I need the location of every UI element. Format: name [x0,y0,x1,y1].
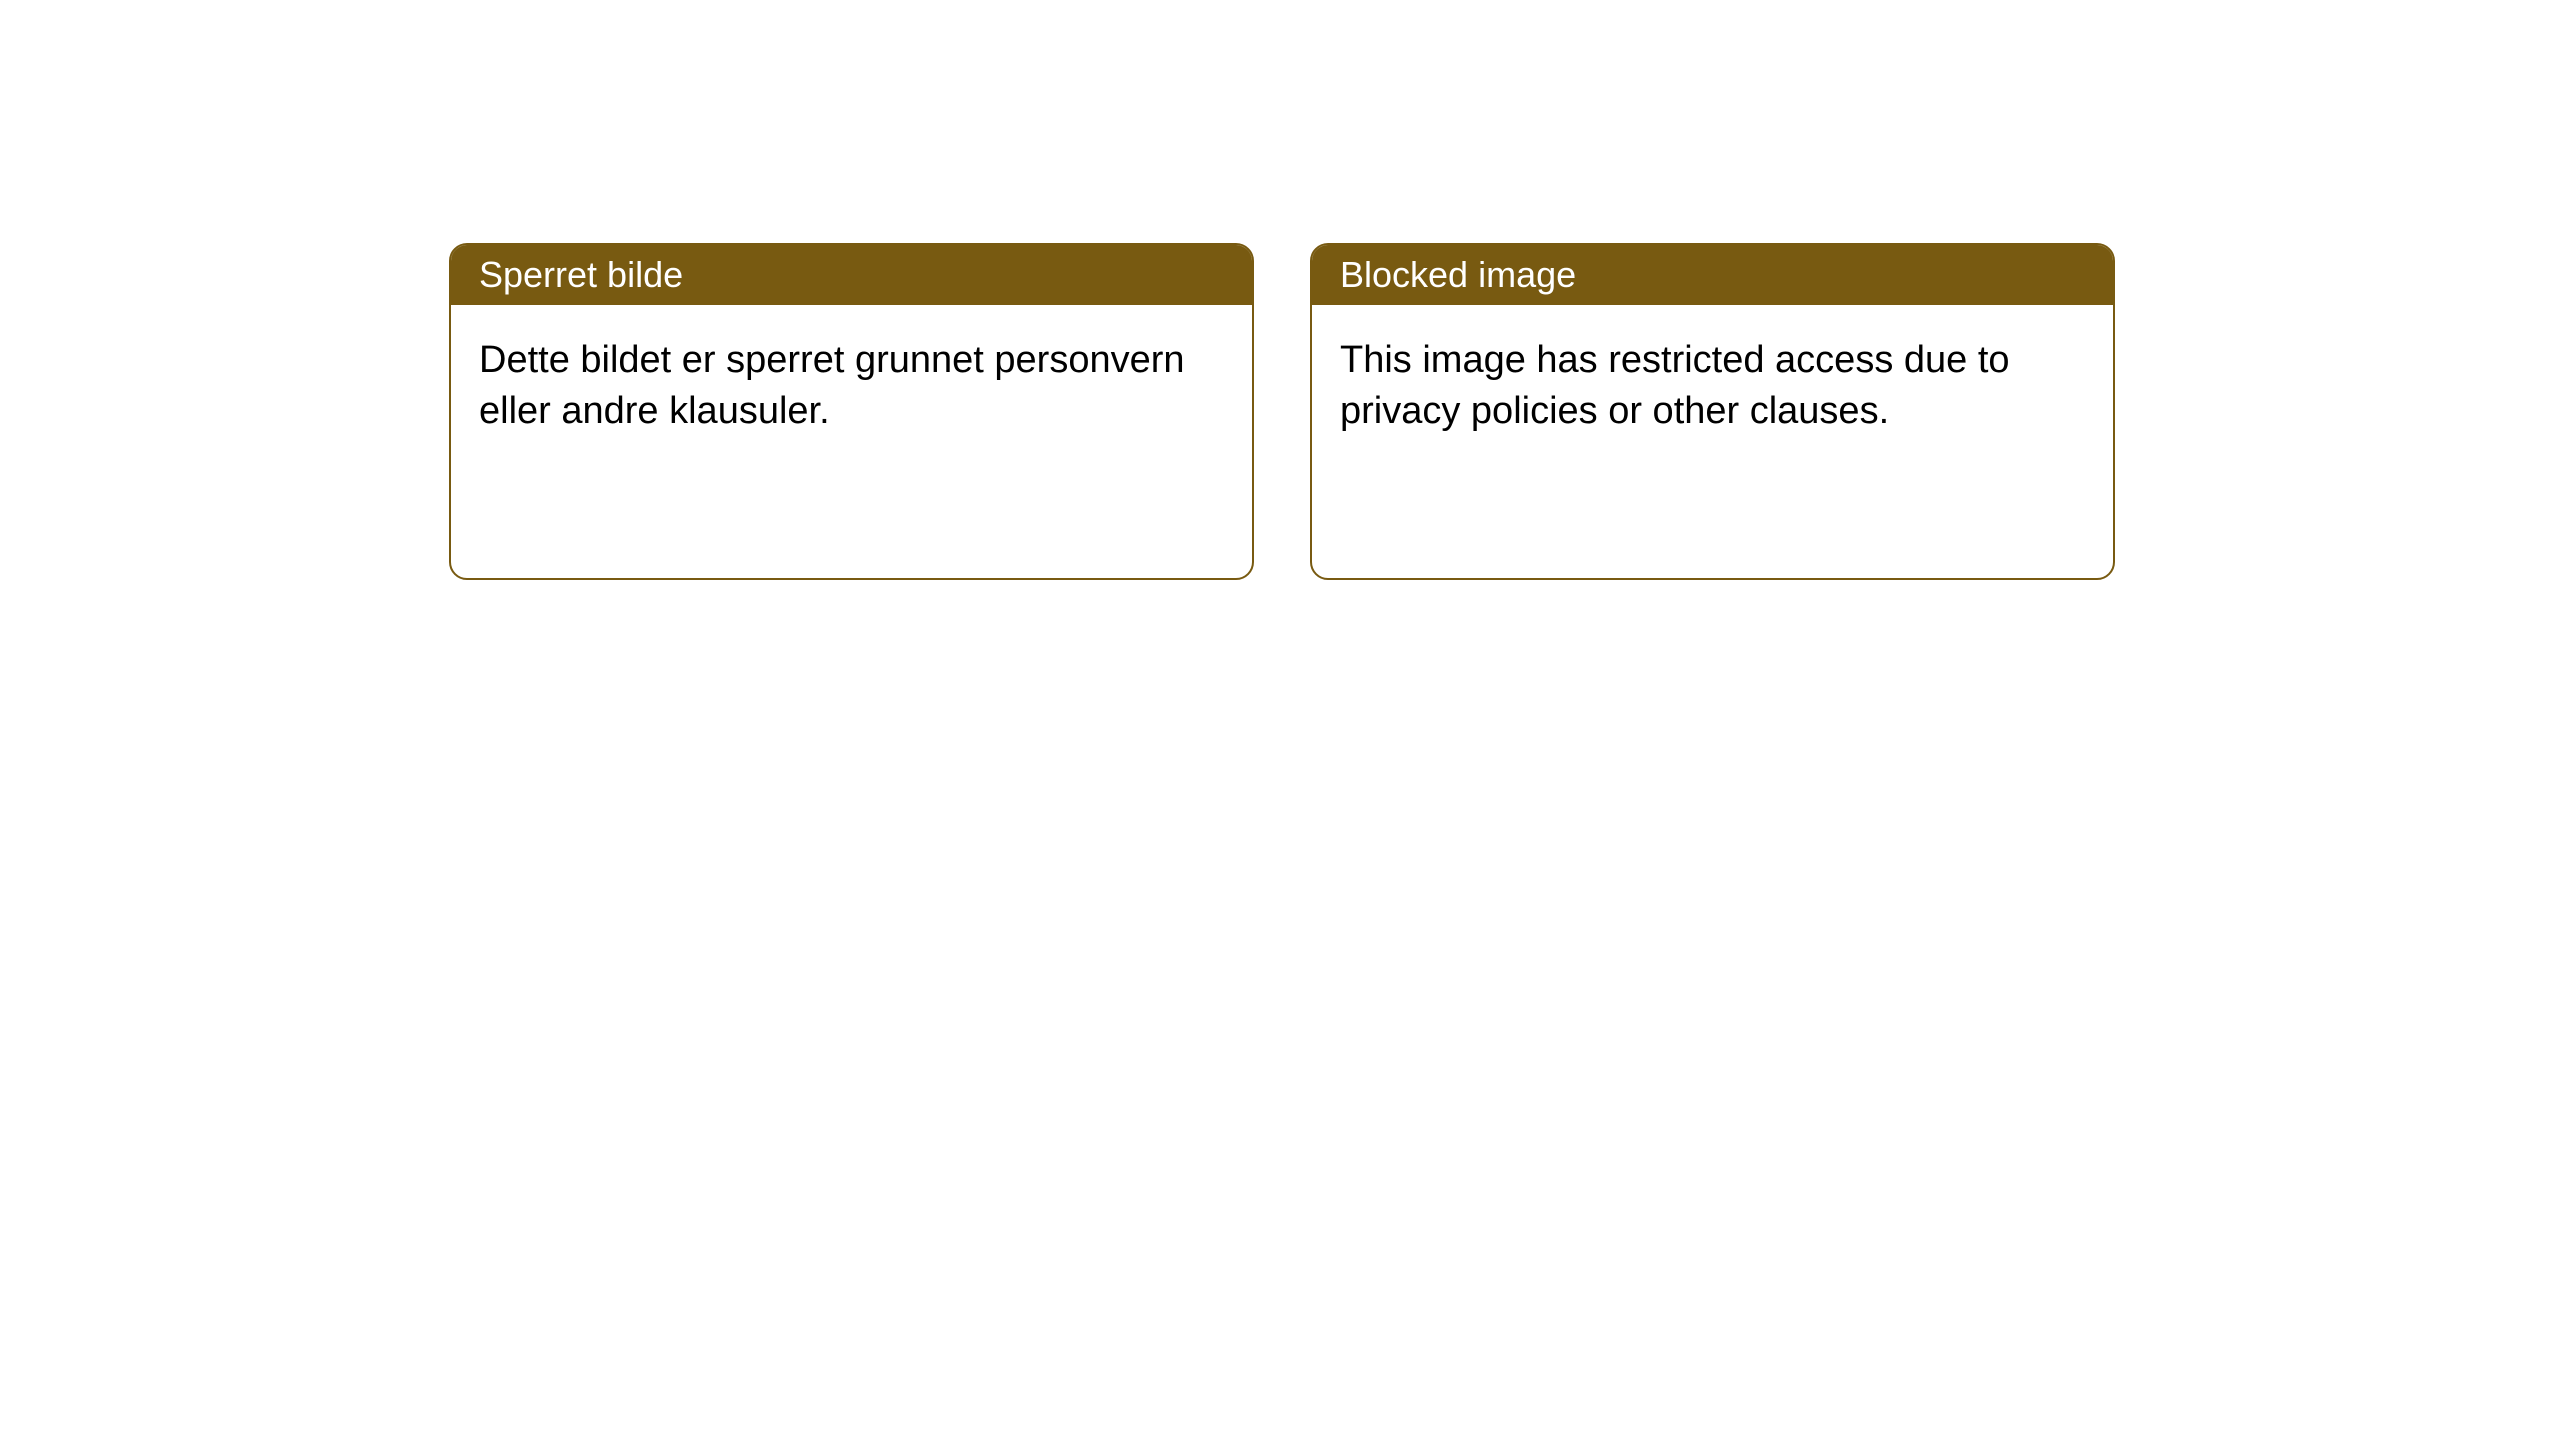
card-title: Sperret bilde [479,254,683,296]
card-body-english: This image has restricted access due to … [1312,305,2113,468]
card-header-english: Blocked image [1312,245,2113,305]
card-english: Blocked image This image has restricted … [1310,243,2115,580]
card-text: This image has restricted access due to … [1340,339,2010,432]
card-body-norwegian: Dette bildet er sperret grunnet personve… [451,305,1252,468]
card-text: Dette bildet er sperret grunnet personve… [479,339,1185,432]
card-title: Blocked image [1340,254,1576,296]
card-header-norwegian: Sperret bilde [451,245,1252,305]
card-norwegian: Sperret bilde Dette bildet er sperret gr… [449,243,1254,580]
cards-container: Sperret bilde Dette bildet er sperret gr… [0,0,2560,580]
